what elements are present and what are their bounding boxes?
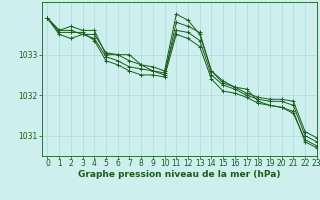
X-axis label: Graphe pression niveau de la mer (hPa): Graphe pression niveau de la mer (hPa) — [78, 170, 280, 179]
